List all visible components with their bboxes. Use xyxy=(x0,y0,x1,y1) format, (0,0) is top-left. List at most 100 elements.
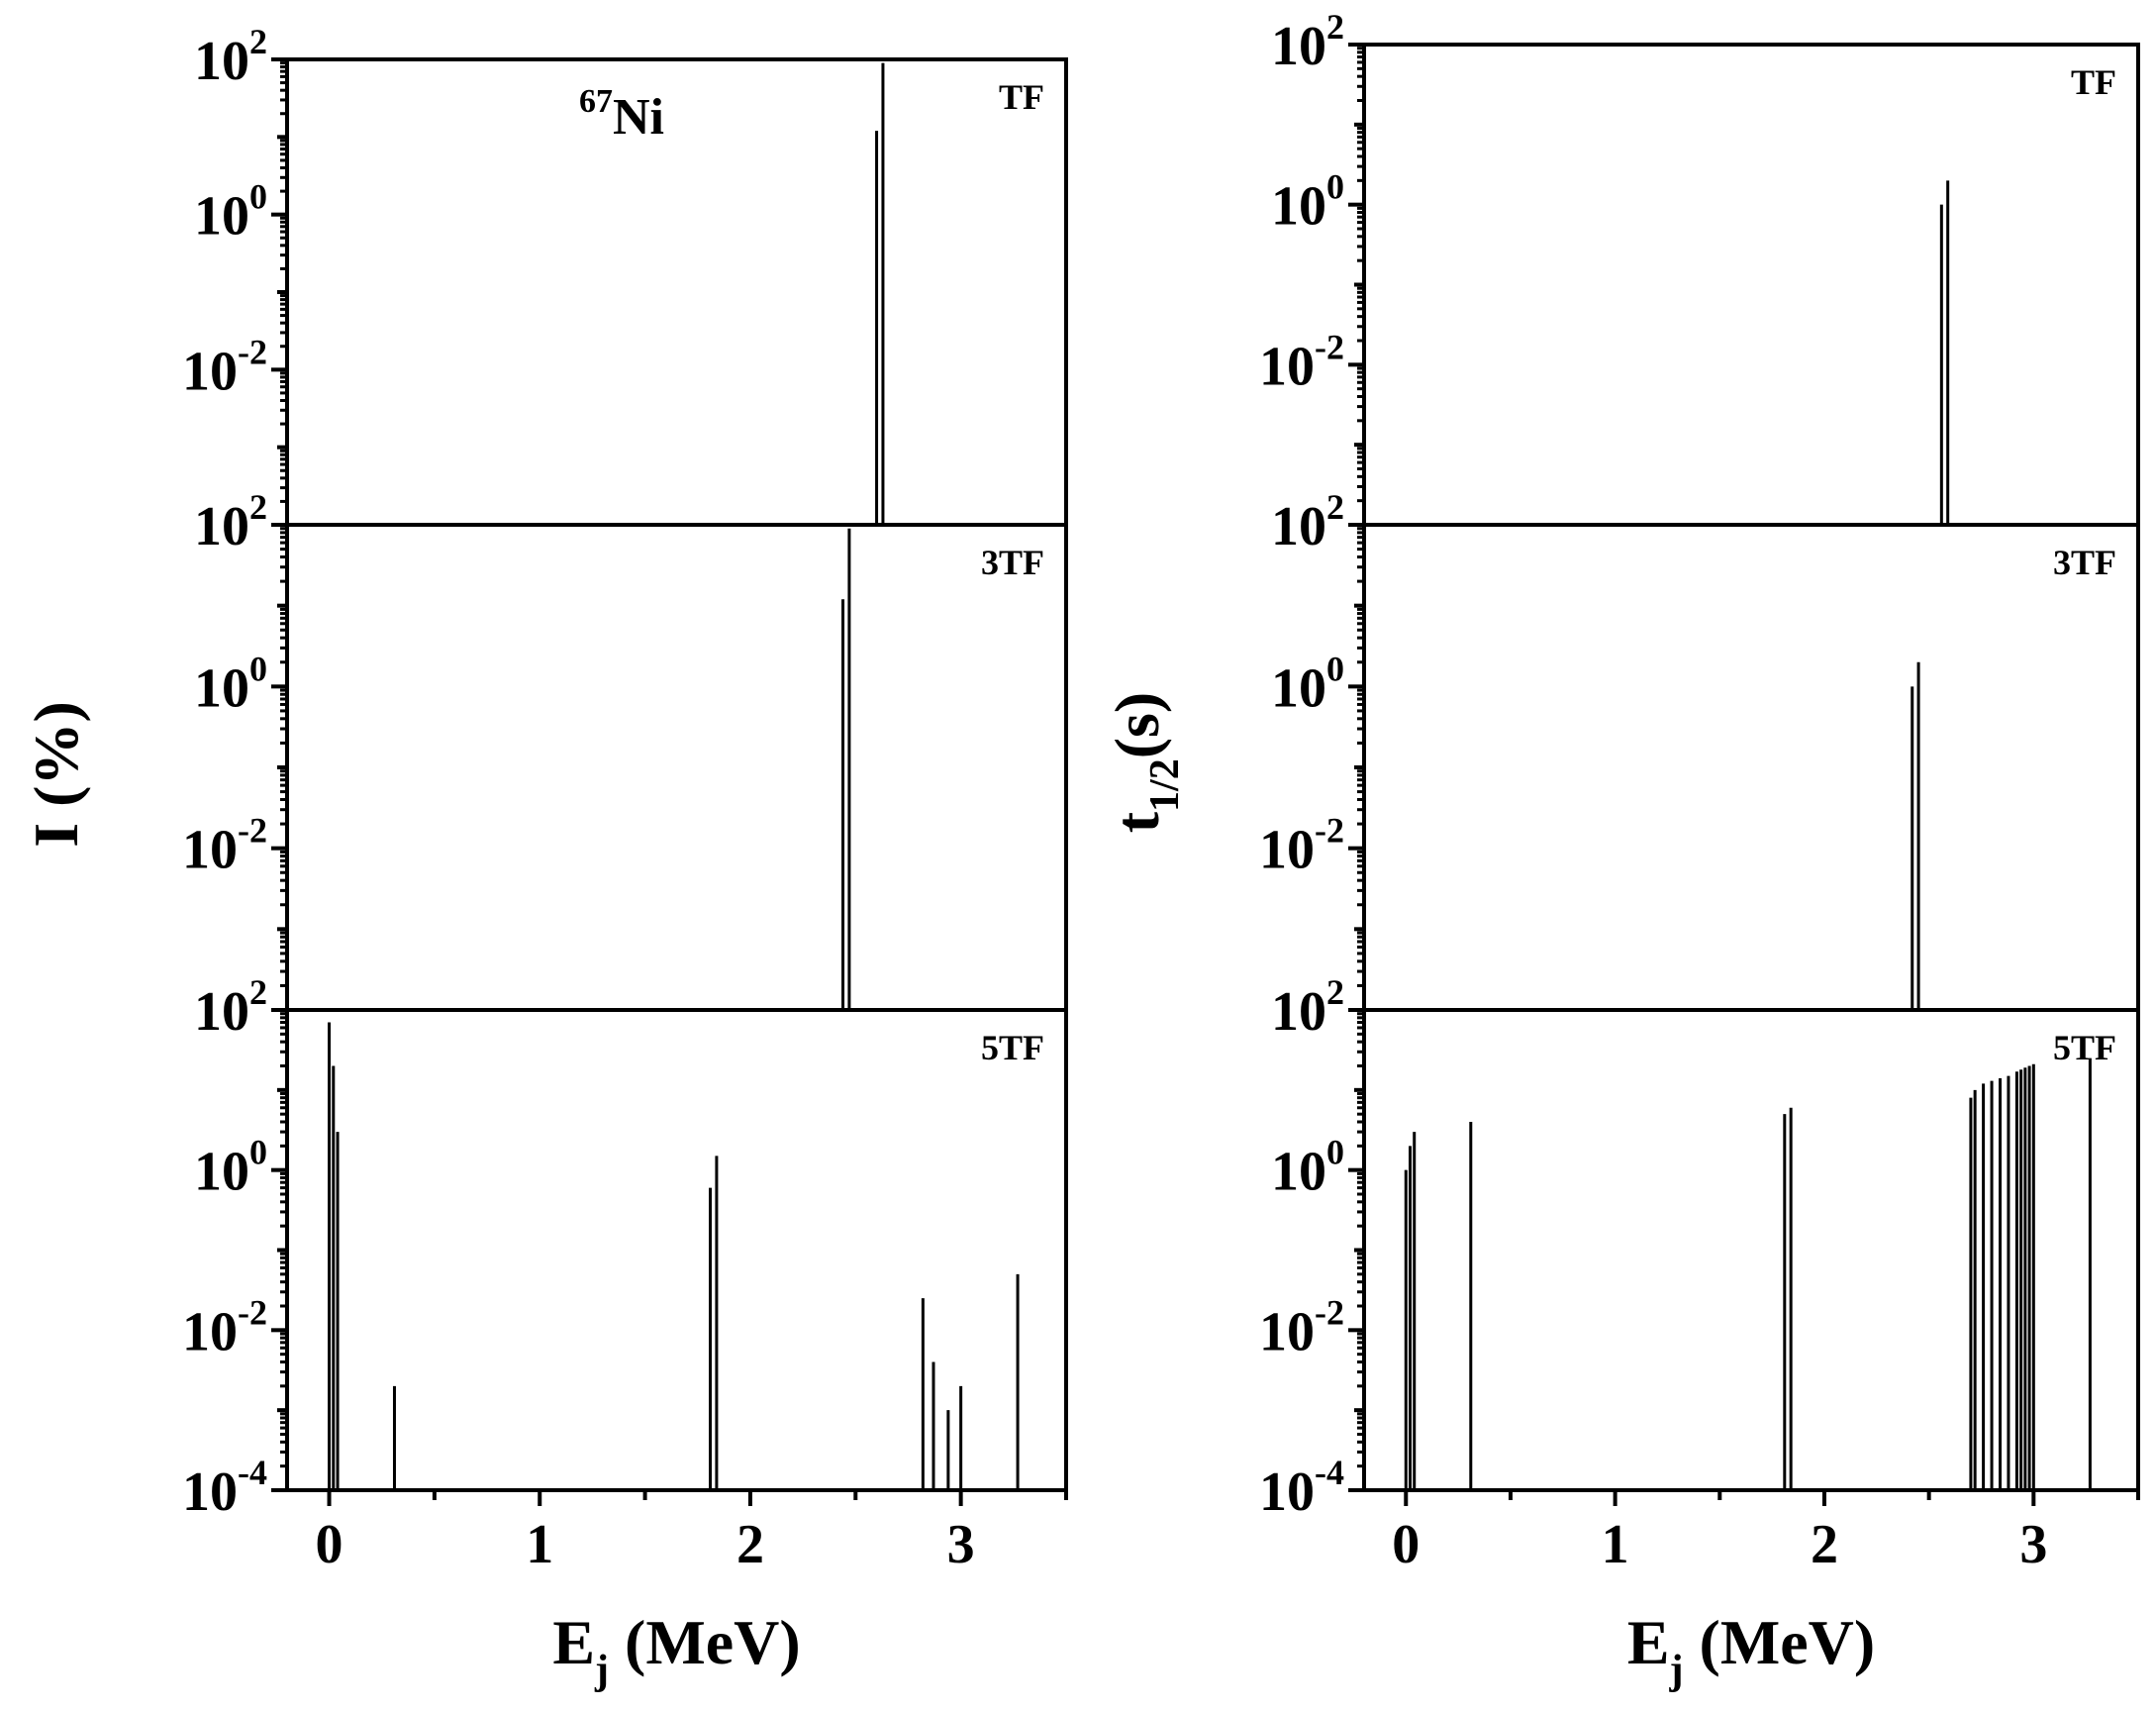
x-tick-label: 0 xyxy=(316,1514,343,1575)
y-tick-base: 10 xyxy=(1259,1461,1315,1523)
y-tick-label: 100 xyxy=(194,177,267,248)
nuclide-element: Ni xyxy=(613,89,664,146)
y-tick-label: 102 xyxy=(194,487,267,557)
y-tick-exponent: 2 xyxy=(1326,7,1344,47)
y-tick-label: 10-4 xyxy=(182,1453,267,1523)
y-tick-base: 10 xyxy=(1259,1301,1315,1362)
x-axis-title-unit: (MeV) xyxy=(1684,1607,1876,1677)
y-tick-label: 100 xyxy=(1271,649,1344,719)
x-axis-title-unit: (MeV) xyxy=(609,1607,801,1677)
y-tick-label: 102 xyxy=(1271,972,1344,1043)
y-tick-exponent: 0 xyxy=(249,1133,267,1172)
panel-label: 5TF xyxy=(2053,1028,2116,1067)
y-tick-exponent: 2 xyxy=(249,487,267,527)
y-tick-label: 10-2 xyxy=(1259,1292,1344,1362)
y-tick-base: 10 xyxy=(182,1301,238,1362)
y-tick-exponent: -2 xyxy=(1315,811,1344,851)
y-tick-exponent: -4 xyxy=(1315,1453,1344,1492)
y-tick-label: 100 xyxy=(194,1133,267,1203)
x-tick-label: 1 xyxy=(1602,1514,1629,1575)
y-tick-label: 100 xyxy=(1271,167,1344,238)
y-tick-label: 10-2 xyxy=(1259,327,1344,397)
y-axis-title-right-main: t xyxy=(1102,811,1172,833)
y-tick-base: 10 xyxy=(1271,496,1326,557)
y-tick-label: 102 xyxy=(1271,487,1344,557)
x-tick-label: 3 xyxy=(947,1514,975,1575)
y-axis-title-right-unit: (s) xyxy=(1102,692,1172,759)
panel-frame xyxy=(1362,523,2140,1012)
y-axis-title-right: t1/2(s) xyxy=(1102,692,1188,834)
panel-frame xyxy=(1362,43,2140,527)
y-tick-label: 102 xyxy=(1271,7,1344,77)
panel-frame xyxy=(285,523,1068,1012)
y-tick-exponent: 2 xyxy=(249,22,267,61)
nuclide-label: 67Ni xyxy=(579,83,664,146)
y-tick-base: 10 xyxy=(1271,176,1326,238)
y-tick-label: 102 xyxy=(194,972,267,1043)
y-tick-base: 10 xyxy=(1259,336,1315,397)
y-tick-exponent: 2 xyxy=(1326,972,1344,1012)
panel-label: 3TF xyxy=(2053,543,2116,582)
x-tick-label: 2 xyxy=(736,1514,764,1575)
x-tick-label: 1 xyxy=(526,1514,553,1575)
y-tick-exponent: -2 xyxy=(1315,327,1344,366)
y-tick-exponent: 0 xyxy=(1326,1133,1344,1172)
panel-label: 3TF xyxy=(981,543,1044,582)
x-axis-title-sub: j xyxy=(594,1648,609,1693)
y-tick-base: 10 xyxy=(194,496,249,557)
x-tick-label: 0 xyxy=(1392,1514,1420,1575)
y-axis-title-left: I (%) xyxy=(21,701,91,848)
x-tick-label: 3 xyxy=(2019,1514,2047,1575)
y-tick-base: 10 xyxy=(182,820,238,881)
y-tick-exponent: -2 xyxy=(238,332,267,371)
x-axis-title: Ej (MeV) xyxy=(1627,1607,1875,1693)
x-tick-label: 2 xyxy=(1811,1514,1838,1575)
y-tick-label: 10-2 xyxy=(1259,811,1344,881)
y-tick-exponent: 0 xyxy=(1326,167,1344,207)
panel-label: TF xyxy=(999,77,1044,117)
y-tick-label: 10-2 xyxy=(182,811,267,881)
y-tick-base: 10 xyxy=(182,341,238,402)
y-tick-exponent: -2 xyxy=(238,1292,267,1332)
y-tick-base: 10 xyxy=(194,981,249,1043)
y-tick-exponent: 0 xyxy=(249,649,267,688)
panel-label: TF xyxy=(2071,62,2116,102)
y-tick-exponent: 0 xyxy=(1326,649,1344,688)
y-tick-label: 102 xyxy=(194,22,267,92)
y-tick-exponent: 2 xyxy=(249,972,267,1012)
panel-label: 5TF xyxy=(981,1028,1044,1067)
y-tick-label: 100 xyxy=(1271,1133,1344,1203)
y-tick-base: 10 xyxy=(194,31,249,92)
y-tick-exponent: 2 xyxy=(1326,487,1344,527)
x-axis-title-sub: j xyxy=(1669,1648,1684,1693)
panel-frame xyxy=(285,57,1068,527)
y-tick-base: 10 xyxy=(182,1461,238,1523)
y-tick-exponent: 0 xyxy=(249,177,267,217)
x-axis-title: Ej (MeV) xyxy=(552,1607,800,1693)
y-tick-base: 10 xyxy=(1259,820,1315,881)
y-tick-exponent: -2 xyxy=(238,811,267,851)
y-tick-base: 10 xyxy=(1271,1142,1326,1203)
y-tick-exponent: -4 xyxy=(238,1453,267,1492)
y-tick-base: 10 xyxy=(194,1142,249,1203)
y-tick-exponent: -2 xyxy=(1315,1292,1344,1332)
y-tick-base: 10 xyxy=(1271,657,1326,719)
x-axis-title-main: E xyxy=(552,1607,595,1677)
y-tick-base: 10 xyxy=(1271,16,1326,77)
x-axis-title-main: E xyxy=(1627,1607,1670,1677)
y-axis-title-right-sub: 1/2 xyxy=(1142,758,1188,812)
y-tick-label: 10-4 xyxy=(1259,1453,1344,1523)
y-tick-label: 10-2 xyxy=(182,332,267,402)
y-tick-base: 10 xyxy=(194,657,249,719)
y-tick-label: 10-2 xyxy=(182,1292,267,1362)
nuclide-mass: 67 xyxy=(579,83,613,120)
y-tick-label: 100 xyxy=(194,649,267,719)
y-tick-base: 10 xyxy=(194,186,249,248)
y-tick-base: 10 xyxy=(1271,981,1326,1043)
